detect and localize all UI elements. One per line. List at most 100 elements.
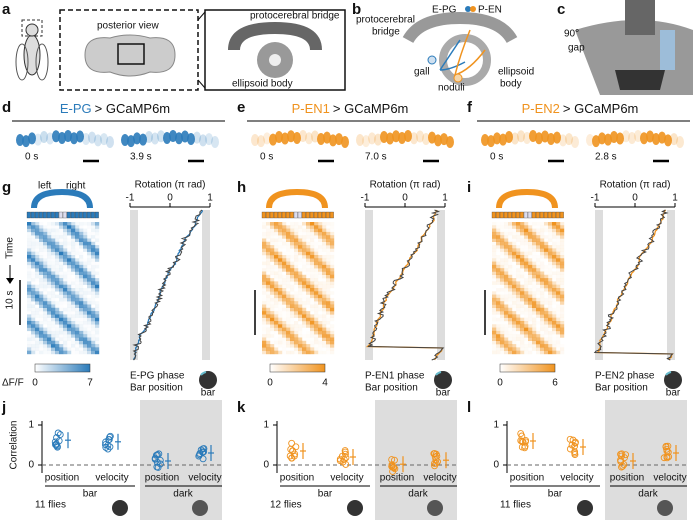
heat-cell [318, 314, 323, 318]
heat-cell [516, 265, 520, 269]
heat-cell [326, 245, 331, 249]
heat-cell [75, 314, 80, 318]
heat-cell [43, 235, 48, 239]
heat-cell [266, 297, 271, 302]
bar-icon [665, 371, 672, 376]
heat-cell [512, 331, 516, 335]
heat-cell [512, 327, 517, 332]
heat-cell [556, 251, 561, 256]
roi [305, 211, 310, 219]
heat-cell [63, 321, 68, 325]
heat-cell [262, 278, 267, 282]
heat-cell [548, 304, 553, 308]
heat-cell [270, 321, 275, 325]
heat-cell [43, 241, 48, 246]
heat-cell [39, 288, 43, 292]
heat-cell [51, 262, 55, 266]
heat-cell [520, 261, 525, 266]
bar-icon [435, 371, 442, 376]
heat-cell [500, 327, 505, 332]
heat-cell [51, 288, 55, 292]
heat-cell [294, 344, 299, 348]
heat-cell [322, 271, 327, 275]
heat-cell [326, 351, 330, 355]
heat-cell [326, 324, 330, 328]
label: ellipsoid [498, 67, 534, 78]
heat-cell [540, 340, 545, 345]
heat-cell [560, 238, 565, 242]
heat-cell [95, 288, 100, 292]
heat-cell [314, 347, 319, 351]
heat-cell [274, 238, 279, 242]
bridge-glow [335, 133, 343, 146]
heat-cell [520, 258, 525, 262]
heat-cell [560, 258, 565, 262]
panel-letter: j [1, 399, 6, 416]
heat-cell [290, 271, 295, 275]
bridge-glow [341, 136, 349, 148]
heat-cell [330, 238, 335, 242]
heat-cell [71, 261, 76, 266]
heat-cell [492, 281, 497, 285]
heat-cell [298, 225, 303, 229]
heat-cell [306, 278, 311, 282]
heat-cell [278, 274, 283, 279]
heat-cell [286, 344, 291, 348]
heat-cell [322, 235, 327, 239]
roi [261, 211, 266, 219]
heat-cell [528, 334, 533, 338]
heat-cell [540, 311, 545, 315]
heat-cell [278, 317, 283, 322]
heat-cell [318, 271, 323, 275]
heat-cell [262, 229, 266, 233]
heat-cell [544, 291, 548, 295]
heat-cell [47, 274, 52, 279]
heat-cell [63, 278, 68, 282]
heat-cell [63, 294, 68, 299]
heat-cell [500, 278, 505, 282]
heat-cell [528, 337, 533, 341]
label: posterior view [97, 21, 159, 32]
heat-cell [35, 327, 40, 332]
fly-point [618, 463, 625, 471]
heat-cell [508, 278, 513, 282]
label: protocerebral bridge [250, 11, 340, 22]
bridge-glow [305, 132, 313, 145]
fly-point [339, 458, 347, 466]
heat-cell [31, 251, 36, 256]
heat-cell [528, 255, 532, 259]
heat-cell [266, 294, 271, 299]
heat-cell [71, 255, 76, 259]
heat-cell [83, 255, 87, 259]
heat-cell [492, 347, 496, 351]
heat-cell [39, 297, 44, 302]
heat-cell [294, 347, 299, 351]
heat-cell [536, 258, 541, 262]
heat-cell [95, 311, 100, 315]
heat-cell [524, 281, 529, 285]
heat-cell [95, 298, 99, 302]
heat-cell [274, 304, 279, 308]
bridge-glow [404, 130, 412, 143]
heat-cell [306, 265, 310, 269]
heat-cell [282, 351, 286, 355]
heat-cell [39, 340, 44, 345]
heat-cell [294, 255, 299, 259]
heat-cell [302, 232, 306, 236]
heat-cell [87, 255, 91, 259]
heat-cell [326, 340, 331, 345]
heat-cell [524, 288, 529, 292]
heat-cell [282, 330, 287, 335]
heat-cell [95, 334, 99, 338]
heat-cell [322, 245, 327, 249]
heat-cell [39, 278, 44, 282]
label: 12 flies [270, 500, 302, 511]
heat-cell [262, 222, 267, 226]
heat-cell [59, 294, 64, 299]
heat-cell [27, 248, 32, 252]
heat-cell [59, 314, 64, 318]
heat-cell [496, 268, 501, 272]
heat-cell [91, 324, 96, 328]
heat-cell [286, 350, 291, 355]
heat-cell [71, 327, 76, 332]
